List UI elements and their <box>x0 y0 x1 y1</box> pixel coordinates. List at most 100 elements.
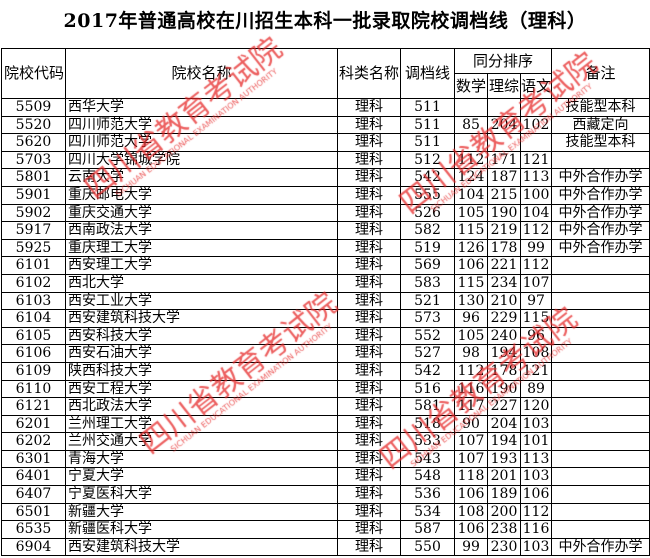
cell-chinese: 121 <box>519 150 553 170</box>
cell-note <box>551 520 650 539</box>
cell-category: 理科 <box>337 273 401 293</box>
cell-cutoff: 573 <box>400 309 455 328</box>
cell-chinese: 101 <box>519 432 553 451</box>
cell-cutoff: 526 <box>400 203 455 223</box>
cell-name: 西北政法大学 <box>65 397 338 416</box>
cell-science: 204 <box>487 115 521 135</box>
cell-cutoff: 516 <box>400 379 455 399</box>
cell-category: 理科 <box>337 467 401 487</box>
table-row: 5901 重庆邮电大学 理科 555 104 215 100 中外合作办学 <box>1 185 650 205</box>
cell-chinese: 89 <box>519 379 553 399</box>
cell-chinese: 106 <box>519 485 553 504</box>
cell-note: 中外合作办学 <box>551 537 650 557</box>
cell-cutoff: 527 <box>400 344 455 363</box>
cell-science: 178 <box>487 238 521 258</box>
cell-category: 理科 <box>337 221 401 240</box>
cell-note <box>551 256 650 275</box>
table-row: 6109 陕西科技大学 理科 542 112 178 121 <box>1 361 650 381</box>
cell-name: 兰州理工大学 <box>65 414 338 434</box>
cell-cutoff: 511 <box>400 133 455 152</box>
cell-chinese: 107 <box>519 273 553 293</box>
header-math: 数学 <box>454 73 488 99</box>
cell-category: 理科 <box>337 449 401 469</box>
cell-science: 240 <box>487 326 521 346</box>
table-row: 5509 西华大学 理科 511 技能型本科 <box>1 98 650 117</box>
cell-math: 112 <box>454 150 488 170</box>
cell-code: 6109 <box>1 361 66 381</box>
cell-note: 中外合作办学 <box>551 185 650 205</box>
cell-note <box>551 361 650 381</box>
table-row: 5703 四川大学锦城学院 理科 512 112 171 121 <box>1 150 650 170</box>
cell-cutoff: 582 <box>400 221 455 240</box>
cell-name: 西南政法大学 <box>65 221 338 240</box>
table-row: 5801 云南大学 理科 542 124 187 113 中外合作办学 <box>1 168 650 187</box>
cell-science: 189 <box>487 485 521 504</box>
cell-science: 221 <box>487 256 521 275</box>
cell-name: 西安工程大学 <box>65 379 338 399</box>
cell-code: 6407 <box>1 485 66 504</box>
table-row: 5620 四川师范大学 理科 511 技能型本科 <box>1 133 650 152</box>
cell-math <box>454 133 488 152</box>
cell-name: 宁夏大学 <box>65 467 338 487</box>
cell-math: 118 <box>454 467 488 487</box>
cell-cutoff: 555 <box>400 185 455 205</box>
cell-math: 130 <box>454 291 488 311</box>
cell-cutoff: 511 <box>400 98 455 117</box>
header-science: 理综 <box>487 73 521 99</box>
cell-code: 5925 <box>1 238 66 258</box>
cell-math: 106 <box>454 520 488 539</box>
cell-science: 190 <box>487 203 521 223</box>
cell-cutoff: 542 <box>400 168 455 187</box>
cell-math: 107 <box>454 432 488 451</box>
cell-math: 115 <box>454 273 488 293</box>
cell-category: 理科 <box>337 397 401 416</box>
cell-math: 106 <box>454 256 488 275</box>
cell-name: 兰州交通大学 <box>65 432 338 451</box>
cell-category: 理科 <box>337 520 401 539</box>
cell-category: 理科 <box>337 115 401 135</box>
cell-code: 6102 <box>1 273 66 293</box>
cell-code: 5509 <box>1 98 66 117</box>
cell-category: 理科 <box>337 344 401 363</box>
cell-chinese: 113 <box>519 449 553 469</box>
table-row: 6102 西北大学 理科 583 115 234 107 <box>1 273 650 293</box>
cell-category: 理科 <box>337 379 401 399</box>
table-row: 5520 四川师范大学 理科 511 85 204 102 西藏定向 <box>1 115 650 135</box>
cell-math: 104 <box>454 185 488 205</box>
cell-cutoff: 521 <box>400 291 455 311</box>
cell-science: 200 <box>487 502 521 522</box>
cell-name: 新疆大学 <box>65 502 338 522</box>
cell-math: 126 <box>454 238 488 258</box>
cell-code: 6121 <box>1 397 66 416</box>
cell-math <box>454 98 488 117</box>
cell-note: 中外合作办学 <box>551 238 650 258</box>
header-chinese: 语文 <box>519 73 553 99</box>
cell-math: 106 <box>454 485 488 504</box>
cell-code: 6104 <box>1 309 66 328</box>
cell-code: 6101 <box>1 256 66 275</box>
cell-note <box>551 273 650 293</box>
cell-science: 234 <box>487 273 521 293</box>
cell-science: 178 <box>487 361 521 381</box>
cell-name: 宁夏医科大学 <box>65 485 338 504</box>
cell-cutoff: 536 <box>400 485 455 504</box>
cell-cutoff: 542 <box>400 361 455 381</box>
cell-math: 117 <box>454 397 488 416</box>
cell-science: 194 <box>487 432 521 451</box>
cell-name: 西安建筑科技大学 <box>65 309 338 328</box>
cell-cutoff: 519 <box>400 238 455 258</box>
cell-chinese: 112 <box>519 221 553 240</box>
table-row: 6121 西北政法大学 理科 581 117 227 120 <box>1 397 650 416</box>
cell-chinese: 96 <box>519 326 553 346</box>
cell-category: 理科 <box>337 98 401 117</box>
header-rank-group: 同分排序 <box>453 48 553 74</box>
cell-math: 105 <box>454 326 488 346</box>
cell-note <box>551 485 650 504</box>
cell-math: 90 <box>454 414 488 434</box>
cell-category: 理科 <box>337 256 401 275</box>
header-name: 院校名称 <box>65 48 338 99</box>
cell-code: 5620 <box>1 133 66 152</box>
cell-science: 210 <box>487 291 521 311</box>
cell-math: 99 <box>454 537 488 557</box>
cell-category: 理科 <box>337 432 401 451</box>
